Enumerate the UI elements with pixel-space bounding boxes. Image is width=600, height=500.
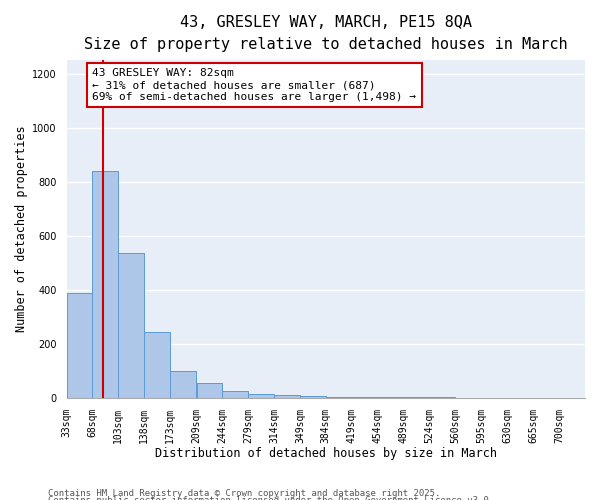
- Bar: [118, 254, 144, 398]
- Text: 43 GRESLEY WAY: 82sqm
← 31% of detached houses are smaller (687)
69% of semi-det: 43 GRESLEY WAY: 82sqm ← 31% of detached …: [92, 68, 416, 102]
- Bar: [170, 371, 196, 398]
- Text: Contains HM Land Registry data © Crown copyright and database right 2025.: Contains HM Land Registry data © Crown c…: [48, 488, 440, 498]
- Bar: [377, 397, 403, 398]
- Bar: [144, 332, 170, 398]
- Bar: [92, 171, 118, 398]
- Title: 43, GRESLEY WAY, MARCH, PE15 8QA
Size of property relative to detached houses in: 43, GRESLEY WAY, MARCH, PE15 8QA Size of…: [84, 15, 568, 52]
- Bar: [326, 396, 352, 398]
- X-axis label: Distribution of detached houses by size in March: Distribution of detached houses by size …: [155, 447, 497, 460]
- Bar: [223, 391, 248, 398]
- Text: Contains public sector information licensed under the Open Government Licence v3: Contains public sector information licen…: [48, 496, 494, 500]
- Bar: [197, 383, 223, 398]
- Bar: [352, 397, 377, 398]
- Bar: [300, 396, 326, 398]
- Bar: [67, 292, 92, 398]
- Bar: [248, 394, 274, 398]
- Y-axis label: Number of detached properties: Number of detached properties: [15, 126, 28, 332]
- Bar: [274, 395, 300, 398]
